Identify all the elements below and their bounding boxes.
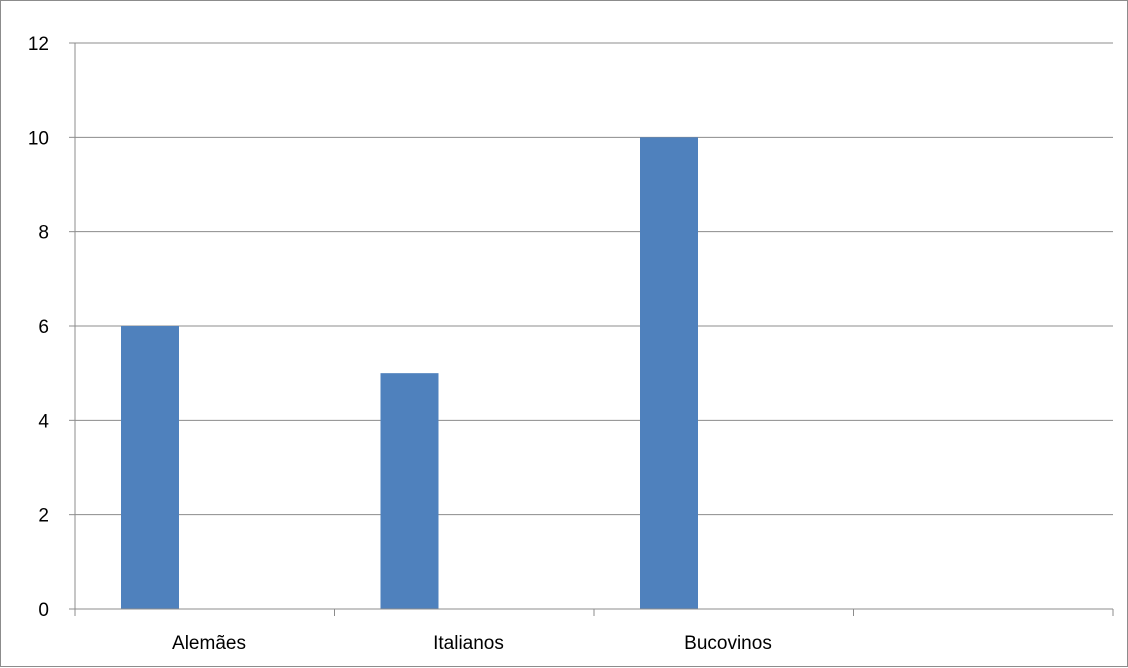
y-tick-label: 10 bbox=[28, 128, 49, 149]
x-category-label: Alemães bbox=[172, 633, 246, 654]
y-tick-label: 0 bbox=[38, 600, 49, 621]
bar-alemães bbox=[121, 326, 179, 609]
gridlines bbox=[75, 42, 1113, 516]
y-tick-label: 12 bbox=[28, 34, 49, 55]
y-tick-label: 2 bbox=[38, 506, 49, 527]
axes bbox=[69, 42, 1114, 616]
y-tick-label: 4 bbox=[38, 411, 49, 432]
x-category-label: Italianos bbox=[433, 633, 504, 654]
bar-italianos bbox=[380, 373, 439, 609]
y-tick-label: 6 bbox=[38, 317, 49, 338]
x-category-label: Bucovinos bbox=[684, 633, 772, 654]
y-tick-label: 8 bbox=[38, 223, 49, 244]
y-axis-tick-labels: 0 2 4 6 8 10 12 bbox=[28, 34, 50, 621]
x-axis-category-labels: Alemães Italianos Bucovinos bbox=[172, 633, 772, 654]
bars bbox=[121, 137, 698, 610]
bar-bucovinos bbox=[640, 137, 698, 610]
